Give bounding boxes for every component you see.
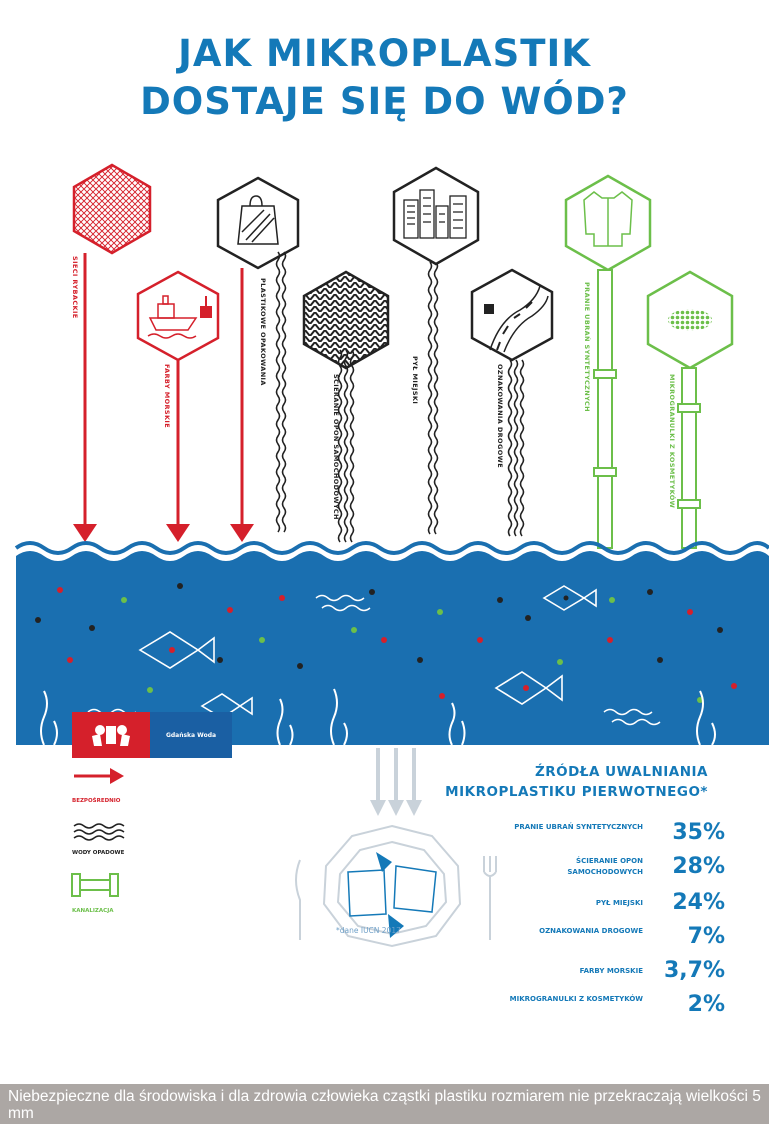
ship-icon [147,295,198,339]
label-road-markings: OZNAKOWANIA DROGOWE [496,364,504,469]
source-marine-paints [136,270,220,542]
source-stat-label: PRANIE UBRAŃ SYNTETYCZNYCH [514,823,643,831]
rainwater-connectors [275,251,525,543]
sources-panel-title: ŹRÓDŁA UWALNIANIA MIKROPLASTIKU PIERWOTN… [420,762,708,802]
label-marine-paints: FARBY MORSKIE [163,364,171,429]
label-city-dust: PYŁ MIEJSKI [411,356,419,405]
green-pipe-2 [677,367,701,549]
legend-label-sewage: KANALIZACJA [72,908,114,914]
source-stat-row: PRANIE UBRAŃ SYNTETYCZNYCH 35% [500,820,725,856]
fish-4-icon [494,671,563,705]
label-plastic-packaging: PLASTIKOWE OPAKOWANIA [259,278,267,386]
red-arrow-icon [110,768,124,784]
knife-fork-icons [295,856,497,940]
red-arrowhead-icon [73,524,97,542]
green-pipe-1 [593,269,617,549]
source-stat-label: FARBY MORSKIE [579,967,643,975]
source-tire-wear [302,270,390,370]
plate-icon [322,824,462,948]
title-line-2: DOSTAJE SIĘ DO WÓD? [140,80,629,123]
shirt-icon [583,191,633,247]
source-stat-label: ŚCIERANIE OPON SAMOCHODOWYCH [567,857,643,876]
infographic-artwork [14,163,769,948]
plate-arrows [370,748,422,816]
microplastic-particles [35,583,737,703]
source-synthetic-laundry [564,174,652,549]
pipe-icon [71,873,119,897]
page-title: JAK MIKROPLASTIK DOSTAJE SIĘ DO WÓD? [0,30,769,126]
sources-title-line-2: MIKROPLASTIKU PIERWOTNEGO* [445,784,708,800]
wavy-lines-icon [73,823,125,841]
title-line-1: JAK MIKROPLASTIK [178,32,591,75]
city-buildings-icon [403,189,467,239]
road-marking-icon [489,285,549,353]
legend-icons [71,768,125,897]
source-microbeads [646,270,734,549]
legend-label-rainwater: WODY OPADOWE [72,850,125,856]
coat-of-arms-icon [72,712,150,758]
source-stat-row: MIKROGRANULKI Z KOSMETYKÓW 2% [500,992,725,1028]
source-stat-row: PYŁ MIEJSKI 24% [500,890,725,926]
source-stat-row: FARBY MORSKIE 3,7% [500,958,725,994]
fish-group [138,585,597,719]
company-logo: Gdańska Woda [72,712,232,758]
label-tire-wear: ŚCIERANIE OPON SAMOCHODOWYCH [332,374,340,520]
source-fishing-nets [72,163,152,542]
fish-1-icon [138,631,215,669]
source-stat-value: 24% [672,890,725,915]
microbeads-icon [668,309,712,331]
source-stat-row: ŚCIERANIE OPON SAMOCHODOWYCH 28% [500,854,725,890]
source-stat-label: PYŁ MIEJSKI [595,899,643,907]
logo-text: Gdańska Woda [150,712,232,758]
paint-bucket-icon [200,306,212,318]
source-stat-value: 35% [672,820,725,845]
source-stat-value: 3,7% [663,958,725,983]
label-fishing-nets: SIECI RYBACKIE [71,256,79,319]
legend-label-direct: BEZPOŚREDNIO [72,798,121,804]
footnote: *dane IUCN 2017 [336,926,401,935]
source-stat-value: 7% [687,924,725,949]
fish-3-icon [542,585,597,611]
seaweed [40,688,716,746]
plastic-bag-icon [237,195,279,245]
source-plastic-packaging [216,176,300,542]
label-synthetic-laundry: PRANIE UBRAŃ SYNTETYCZNYCH [583,282,591,412]
source-stat-value: 2% [687,992,725,1017]
source-stat-row: OZNAKOWANIA DROGOWE 7% [500,924,725,960]
source-road-markings [470,268,554,362]
sources-title-line-1: ŹRÓDŁA UWALNIANIA [534,764,708,780]
source-stat-label: OZNAKOWANIA DROGOWE [539,927,643,935]
label-microbeads: MIKROGRANULKI Z KOSMETYKÓW [668,374,676,509]
source-city-dust [392,166,480,266]
image-caption: Niebezpieczne dla środowiska i dla zdrow… [0,1084,769,1124]
source-stat-value: 28% [672,854,725,879]
source-stat-label: MIKROGRANULKI Z KOSMETYKÓW [509,995,643,1003]
